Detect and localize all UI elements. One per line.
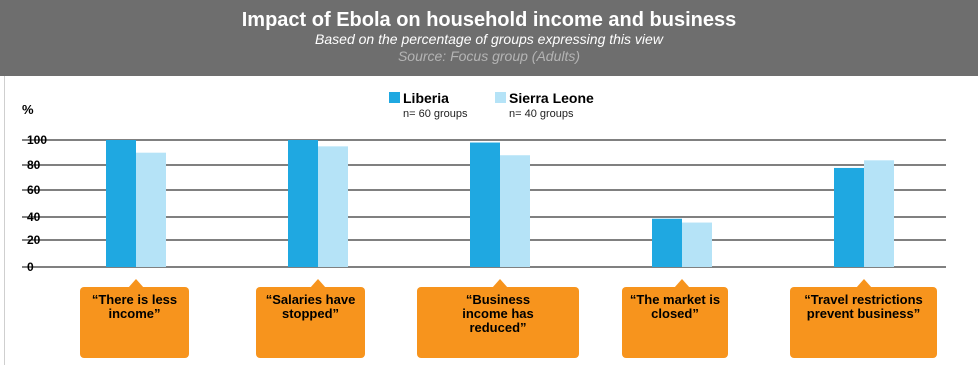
bar-sierra-leone-3 <box>500 155 530 267</box>
chart-header: Impact of Ebola on household income and … <box>0 0 978 76</box>
bar-liberia-5 <box>834 167 864 267</box>
callout-text-line: “Travel restrictions <box>804 292 923 307</box>
y-tick-label: 0 <box>27 260 34 274</box>
bar-liberia-3 <box>470 142 500 267</box>
callout-box <box>417 287 579 358</box>
legend-label: Liberia <box>403 90 449 106</box>
y-axis-unit: % <box>22 102 34 117</box>
callout-box <box>622 287 728 358</box>
callout-pointer <box>310 279 326 288</box>
chart-subtitle: Based on the percentage of groups expres… <box>315 31 663 47</box>
left-border <box>4 76 5 365</box>
callout-text-line: reduced” <box>469 320 526 335</box>
callout-text-line: “The market is <box>630 292 720 307</box>
legend-sample-size: n= 60 groups <box>403 108 468 120</box>
legend-swatch <box>389 92 400 103</box>
bar-liberia-2 <box>288 140 318 267</box>
callout-text-line: “Business <box>466 292 530 307</box>
legend-swatch <box>495 92 506 103</box>
legend: Liberia n= 60 groups Sierra Leone n= 40 gro… <box>389 90 594 120</box>
callout-text-line: income has <box>462 306 534 321</box>
callout-pointer <box>492 279 508 288</box>
legend-item-liberia: Liberia n= 60 groups <box>389 90 468 120</box>
callout-text-line: income” <box>108 306 160 321</box>
callout-box <box>80 287 189 358</box>
callout-text-line: “There is less <box>92 292 177 307</box>
bar-sierra-leone-1 <box>136 152 166 267</box>
bars <box>106 140 894 267</box>
legend-label: Sierra Leone <box>509 90 594 106</box>
callout-text-line: stopped” <box>282 306 339 321</box>
bar-sierra-leone-2 <box>318 146 348 267</box>
legend-item-sierra-leone: Sierra Leone n= 40 groups <box>495 90 594 120</box>
callout-text-line: prevent business” <box>807 306 920 321</box>
callout-pointer <box>856 279 872 288</box>
bar-liberia-4 <box>652 218 682 267</box>
y-tick-label: 60 <box>27 183 41 197</box>
y-tick-label: 80 <box>27 158 41 172</box>
bar-sierra-leone-4 <box>682 222 712 267</box>
bar-sierra-leone-5 <box>864 160 894 267</box>
y-tick-label: 20 <box>27 233 41 247</box>
y-tick-label: 40 <box>27 210 41 224</box>
callout-pointer <box>128 279 144 288</box>
chart-title: Impact of Ebola on household income and … <box>241 9 737 31</box>
callout-text-line: “Salaries have <box>266 292 356 307</box>
legend-sample-size: n= 40 groups <box>509 108 574 120</box>
y-tick-label: 100 <box>27 133 47 147</box>
callout-box <box>790 287 937 358</box>
chart-source: Source: Focus group (Adults) <box>397 48 581 64</box>
callout-text-line: closed” <box>651 306 699 321</box>
callout-box <box>256 287 365 358</box>
y-axis-ticks: 100 80 60 40 20 0 <box>27 133 47 274</box>
bar-liberia-1 <box>106 140 136 267</box>
callout-pointer <box>674 279 690 288</box>
